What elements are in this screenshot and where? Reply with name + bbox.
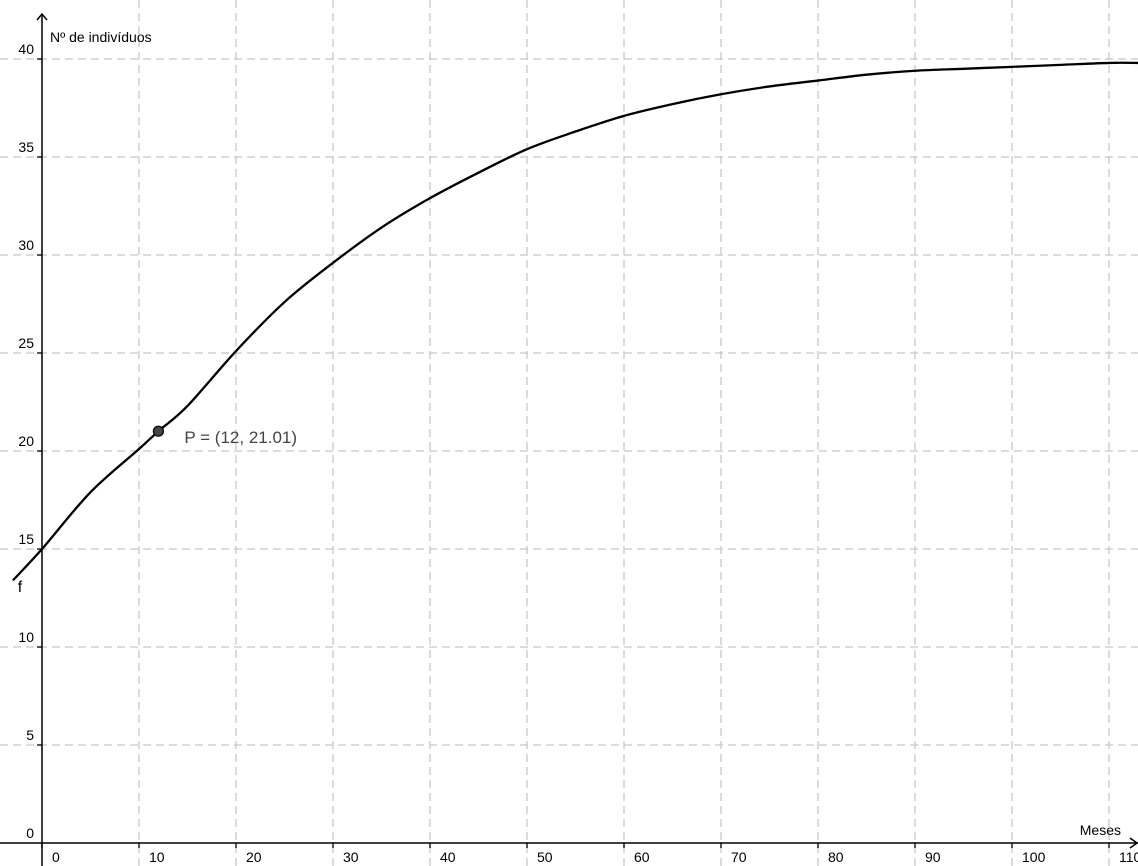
y-tick-label-15: 15 [18, 531, 34, 547]
x-axis-arrow [1129, 837, 1138, 849]
curve-label: f [18, 579, 23, 596]
x-tick-label-70: 70 [731, 849, 747, 865]
y-axis-label: Nº de indivíduos [50, 29, 152, 45]
x-tick-label-80: 80 [828, 849, 844, 865]
x-tick-label-50: 50 [537, 849, 553, 865]
y-tick-label-35: 35 [18, 139, 34, 155]
x-axis-label: Meses [1080, 822, 1121, 838]
x-tick-label-10: 10 [149, 849, 165, 865]
x-tick-label-0: 0 [52, 849, 60, 865]
series-line-f [12, 61, 1138, 582]
y-tick-label-10: 10 [18, 629, 34, 645]
x-tick-label-90: 90 [925, 849, 941, 865]
point-p[interactable] [152, 425, 164, 437]
y-axis-arrow [36, 12, 48, 21]
y-tick-label-25: 25 [18, 335, 34, 351]
x-tick-label-100: 100 [1022, 849, 1046, 865]
point-p-label: P = (12, 21.01) [184, 428, 297, 447]
x-tick-label-20: 20 [246, 849, 262, 865]
axes [0, 12, 1138, 866]
y-tick-label-5: 5 [26, 727, 34, 743]
x-tick-label-110: 110 [1119, 849, 1138, 865]
y-tick-label-40: 40 [18, 41, 34, 57]
tick-labels: 0 10 20 30 40 50 60 70 80 90 100 110 0 5 10 15 20 25 30 35 4… [18, 41, 1138, 865]
x-tick-label-30: 30 [343, 849, 359, 865]
y-tick-label-0: 0 [26, 825, 34, 841]
y-tick-label-20: 20 [18, 433, 34, 449]
x-tick-label-40: 40 [440, 849, 456, 865]
y-tick-label-30: 30 [18, 237, 34, 253]
x-tick-label-60: 60 [634, 849, 650, 865]
